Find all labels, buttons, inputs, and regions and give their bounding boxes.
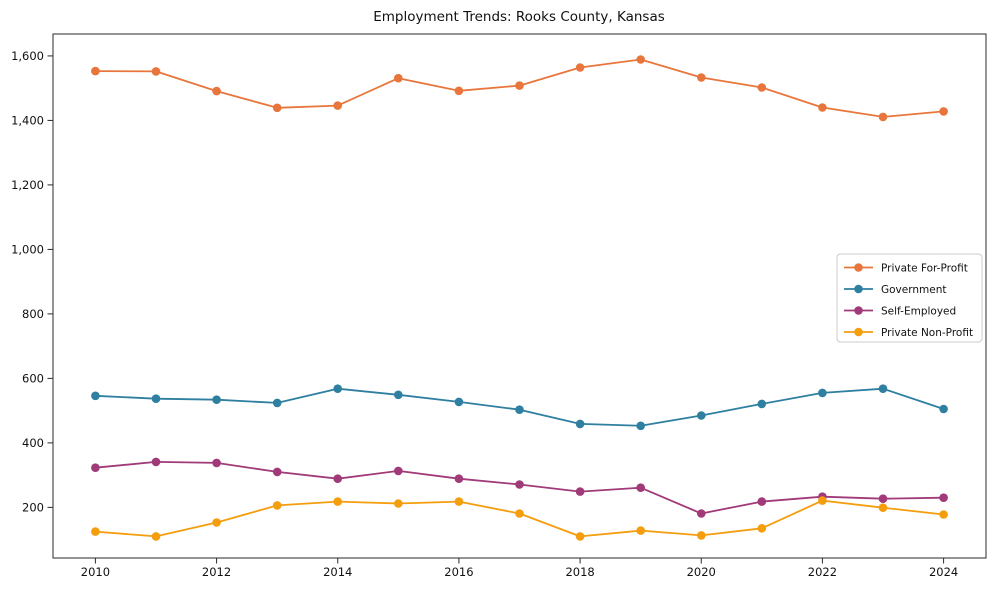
legend-box <box>836 253 983 343</box>
series-marker-self-employed <box>757 497 767 506</box>
series-marker-government <box>394 390 403 400</box>
y-axis-tick-label: 800 <box>22 307 44 321</box>
series-marker-government <box>212 395 221 405</box>
y-axis-tick-label: 1,400 <box>11 113 44 127</box>
series-marker-private-non-profit <box>91 527 100 536</box>
series-marker-government <box>818 388 827 398</box>
legend-marker-icon <box>854 306 863 315</box>
series-marker-government <box>515 405 524 415</box>
series-marker-self-employed <box>454 474 464 484</box>
series-marker-government <box>575 419 585 429</box>
series-marker-government <box>757 399 767 409</box>
axes-group: 200 400 600 800 1,000 1,200 1,400 1,600 2010 2012… <box>11 33 987 579</box>
plot-spines <box>52 33 987 559</box>
y-axis-tick-label: 1,200 <box>11 178 44 192</box>
series-marker-private-for-profit <box>697 73 706 82</box>
series-marker-private-non-profit <box>212 518 221 527</box>
legend-marker-icon <box>854 263 863 272</box>
series-marker-private-for-profit <box>878 112 888 122</box>
series-marker-government <box>333 384 343 394</box>
series-marker-government <box>454 397 464 407</box>
series-marker-self-employed <box>878 494 888 504</box>
series-line-private-non-profit <box>95 499 944 538</box>
legend-marker-icon <box>854 327 863 337</box>
legend-box-group: Private For-Profit Government Self-Employe… <box>836 253 983 343</box>
legend-marker-icon <box>854 284 863 294</box>
series-marker-private-for-profit <box>333 101 343 110</box>
series-marker-self-employed <box>575 487 585 496</box>
series-marker-private-non-profit <box>394 499 403 508</box>
series-marker-private-non-profit <box>878 503 888 512</box>
x-axis-tick-label: 2014 <box>323 565 352 579</box>
series-marker-private-non-profit <box>697 531 706 540</box>
y-axis-tick-label: 600 <box>22 371 44 385</box>
series-marker-private-non-profit <box>939 510 948 519</box>
series-marker-self-employed <box>91 463 100 473</box>
series-marker-self-employed <box>272 467 282 477</box>
legend-label: Self-Employed <box>881 305 956 317</box>
series-marker-government <box>939 404 948 414</box>
series-marker-government <box>151 394 161 404</box>
series-marker-private-for-profit <box>151 67 161 76</box>
y-axis-tick-label: 400 <box>22 436 44 450</box>
series-marker-private-for-profit <box>394 73 403 83</box>
y-axis-tick-label: 1,600 <box>11 49 44 63</box>
legend-item-self-employed: Self-Employed <box>844 305 956 317</box>
series-marker-private-non-profit <box>333 497 343 506</box>
series-marker-private-for-profit <box>757 83 767 92</box>
series-marker-government <box>697 411 706 420</box>
series-marker-private-non-profit <box>818 496 827 505</box>
series-marker-government <box>91 391 100 401</box>
legend-label: Private For-Profit <box>881 262 968 274</box>
series-marker-private-for-profit <box>272 103 282 113</box>
series-marker-private-for-profit <box>939 107 948 116</box>
legend-item-private-for-profit: Private For-Profit <box>844 262 968 274</box>
y-axis-tick-label: 1,000 <box>11 242 44 256</box>
legend-label: Government <box>881 284 946 296</box>
series-marker-private-for-profit <box>575 63 585 72</box>
legend-item-private-non-profit: Private Non-Profit <box>844 327 973 339</box>
series-marker-private-for-profit <box>212 86 221 96</box>
x-axis-tick-label: 2012 <box>202 565 231 579</box>
series-marker-self-employed <box>151 457 161 467</box>
series-marker-private-non-profit <box>515 509 524 518</box>
x-axis-tick-label: 2020 <box>687 565 716 579</box>
series-marker-private-for-profit <box>515 81 524 90</box>
series-marker-private-non-profit <box>636 526 645 535</box>
series-marker-self-employed <box>939 493 948 503</box>
series-marker-government <box>272 398 282 408</box>
series-marker-self-employed <box>697 509 706 518</box>
legend-label: Private Non-Profit <box>881 327 973 339</box>
series-marker-self-employed <box>333 474 343 484</box>
series-marker-private-non-profit <box>272 501 282 510</box>
series-marker-private-for-profit <box>91 66 100 76</box>
series-marker-self-employed <box>636 483 645 493</box>
series-marker-self-employed <box>212 458 221 468</box>
series-marker-self-employed <box>515 480 524 489</box>
series-marker-government <box>878 384 888 394</box>
series-marker-private-non-profit <box>575 532 585 541</box>
x-axis-tick-label: 2024 <box>929 565 958 579</box>
x-axis-tick-label: 2018 <box>565 565 594 579</box>
series-group <box>91 55 948 541</box>
y-axis-tick-label: 200 <box>22 500 44 514</box>
series-marker-self-employed <box>394 466 403 476</box>
series-marker-private-non-profit <box>454 497 464 506</box>
series-marker-private-non-profit <box>151 532 161 541</box>
series-marker-private-for-profit <box>454 86 464 96</box>
x-axis-tick-label: 2010 <box>81 565 110 579</box>
series-marker-private-non-profit <box>757 524 767 533</box>
x-axis-tick-label: 2016 <box>444 565 473 579</box>
series-marker-private-for-profit <box>636 55 645 64</box>
legend-item-government: Government <box>844 284 946 296</box>
chart-title: Employment Trends: Rooks County, Kansas <box>373 9 665 25</box>
series-marker-government <box>636 421 645 431</box>
series-marker-private-for-profit <box>818 103 827 112</box>
x-axis-tick-label: 2022 <box>808 565 837 579</box>
